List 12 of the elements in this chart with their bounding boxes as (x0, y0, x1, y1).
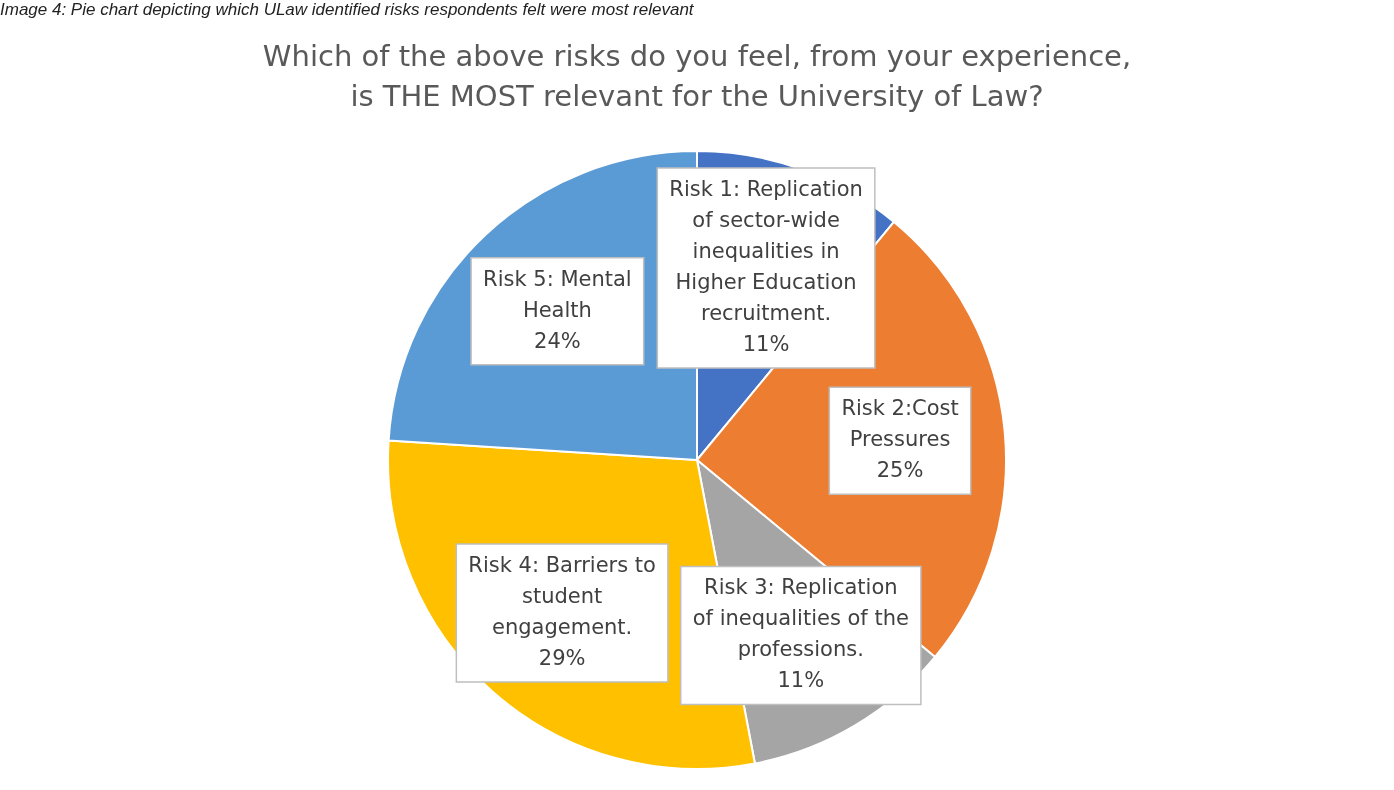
slice-label: Risk 2:Cost Pressures (841, 396, 959, 452)
data-label: 11% (777, 668, 825, 693)
data-label: 29% (538, 645, 586, 670)
slice-label: Risk 3: Replication of inequalities of the professions. (692, 575, 909, 662)
text: Image 4: Pie chart depicting which ULaw identified risks respondents felt were most relevant (0, 0, 694, 20)
chart-title: Which of the above risks do you feel, from your experience, is THE MOST relevant for the University of Law? (261, 38, 1133, 115)
slice-label: Risk 4: Barriers to student engagement. (468, 552, 656, 639)
slice-label: Risk 1: Replication of sector-wide inequalities in Higher Education recruitment. (669, 177, 863, 326)
data-label: 11% (742, 332, 790, 357)
slice-label: Risk 5: Mental Health (483, 266, 632, 322)
data-label: 24% (534, 328, 581, 353)
data-label: 25% (876, 458, 924, 483)
